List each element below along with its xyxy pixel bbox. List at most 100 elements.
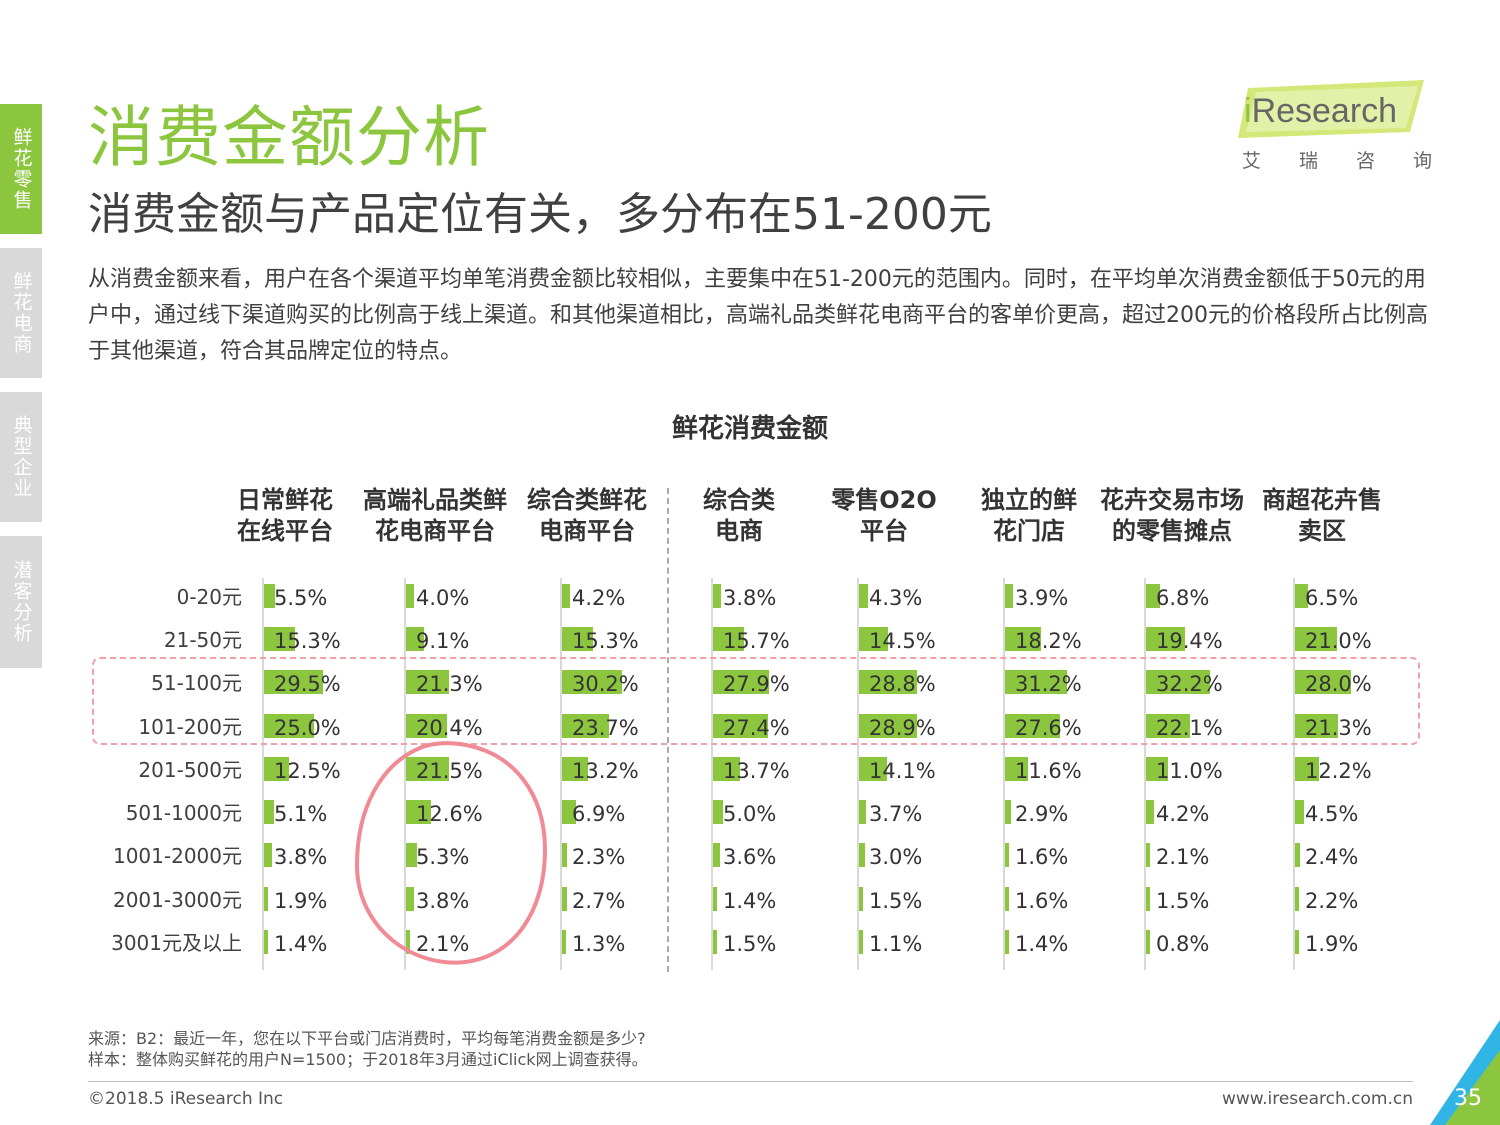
bar [562, 757, 589, 781]
value-label: 31.2% [1015, 672, 1082, 696]
row-label: 21-50元 [163, 628, 242, 652]
value-label: 20.4% [416, 716, 483, 740]
side-tab-prospects[interactable]: 潜客分析 [0, 536, 42, 668]
value-label: 19.4% [1156, 629, 1223, 653]
bar [859, 757, 888, 781]
page-subtitle: 消费金额与产品定位有关，多分布在51-200元 [88, 189, 992, 240]
value-label: 13.7% [723, 759, 790, 783]
value-label: 11.6% [1015, 759, 1082, 783]
bar [406, 930, 411, 954]
column-axis [1293, 578, 1295, 970]
bar [713, 670, 769, 694]
row-label: 0-20元 [176, 585, 242, 609]
value-label: 6.9% [572, 802, 626, 826]
corner-decoration [1430, 1020, 1500, 1125]
value-label: 1.5% [723, 932, 777, 956]
bar [562, 627, 593, 651]
column-header: 高端礼品类鲜 花电商平台 [363, 486, 507, 545]
value-label: 15.3% [274, 629, 341, 653]
copyright: ©2018.5 iResearch Inc [88, 1089, 284, 1109]
value-label: 1.5% [869, 889, 923, 913]
bar [713, 584, 721, 608]
iresearch-logo: iResearch 艾 瑞 咨 询 [1238, 80, 1432, 174]
value-label: 18.2% [1015, 629, 1082, 653]
logo-sub-char: 咨 [1355, 150, 1375, 172]
value-label: 3.8% [274, 845, 328, 869]
logo-sub-char: 瑞 [1298, 150, 1318, 172]
column-header: 独立的鲜 花门店 [981, 486, 1077, 545]
bar [1295, 714, 1338, 738]
bar [1295, 627, 1337, 651]
bar [562, 670, 623, 694]
value-label: 15.7% [723, 629, 790, 653]
bar [1295, 584, 1308, 608]
column-header: 综合类鲜花 电商平台 [527, 486, 647, 545]
value-label: 30.2% [572, 672, 639, 696]
row-label: 3001元及以上 [111, 931, 242, 955]
sample-note: 样本：整体购买鲜花的用户N=1500；于2018年3月通过iClick网上调查获… [88, 1050, 648, 1069]
side-tab-companies[interactable]: 典型企业 [0, 392, 42, 522]
column-axis [1144, 578, 1146, 970]
value-label: 1.6% [1015, 889, 1069, 913]
value-label: 14.5% [869, 629, 936, 653]
bar [1146, 930, 1150, 954]
side-tab-retail[interactable]: 鲜花零售 [0, 104, 42, 234]
value-label: 25.0% [274, 716, 341, 740]
value-label: 1.4% [274, 932, 328, 956]
bar [1146, 800, 1155, 824]
value-label: 2.1% [1156, 845, 1210, 869]
logo-wordmark: iResearch [1244, 92, 1397, 131]
bar [1005, 800, 1011, 824]
bar [1005, 627, 1042, 651]
column-axis [711, 578, 713, 970]
bar [406, 627, 425, 651]
bar [562, 584, 571, 608]
value-label: 12.5% [274, 759, 341, 783]
bar [1295, 887, 1300, 911]
column-header: 零售O2O 平台 [831, 486, 937, 545]
bar [562, 930, 566, 954]
row-label: 501-1000元 [125, 801, 242, 825]
logo-i: i [1244, 92, 1252, 130]
column-axis [560, 578, 562, 970]
value-label: 21.3% [1305, 716, 1372, 740]
value-label: 1.4% [1015, 932, 1069, 956]
side-tab-ecommerce[interactable]: 鲜花电商 [0, 248, 42, 378]
bar [264, 584, 275, 608]
value-label: 14.1% [869, 759, 936, 783]
bar [1005, 714, 1061, 738]
bar [264, 887, 268, 911]
value-label: 5.3% [416, 845, 470, 869]
bar [1005, 887, 1009, 911]
bar [1295, 843, 1300, 867]
bar [713, 627, 745, 651]
value-label: 3.8% [416, 889, 470, 913]
value-label: 9.1% [416, 629, 470, 653]
footer-divider [88, 1081, 1413, 1082]
bar [713, 887, 717, 911]
bar [406, 670, 449, 694]
row-label: 101-200元 [138, 715, 242, 739]
value-label: 27.4% [723, 716, 790, 740]
bar [1146, 627, 1185, 651]
bar [859, 930, 863, 954]
value-label: 4.2% [572, 586, 626, 610]
column-axis [262, 578, 264, 970]
logo-subtitle: 艾 瑞 咨 询 [1242, 146, 1432, 173]
website-link[interactable]: www.iresearch.com.cn [1221, 1089, 1413, 1109]
value-label: 12.6% [416, 802, 483, 826]
value-label: 4.0% [416, 586, 470, 610]
row-label: 201-500元 [138, 758, 242, 782]
value-label: 27.9% [723, 672, 790, 696]
value-label: 29.5% [274, 672, 341, 696]
value-label: 2.1% [416, 932, 470, 956]
column-axis [857, 578, 859, 970]
value-label: 28.8% [869, 672, 936, 696]
value-label: 28.9% [869, 716, 936, 740]
side-tab-label: 典型企业 [10, 415, 33, 499]
bar [713, 757, 741, 781]
value-label: 1.9% [1305, 932, 1359, 956]
value-label: 1.5% [1156, 889, 1210, 913]
bar [713, 714, 768, 738]
bar [713, 843, 721, 867]
